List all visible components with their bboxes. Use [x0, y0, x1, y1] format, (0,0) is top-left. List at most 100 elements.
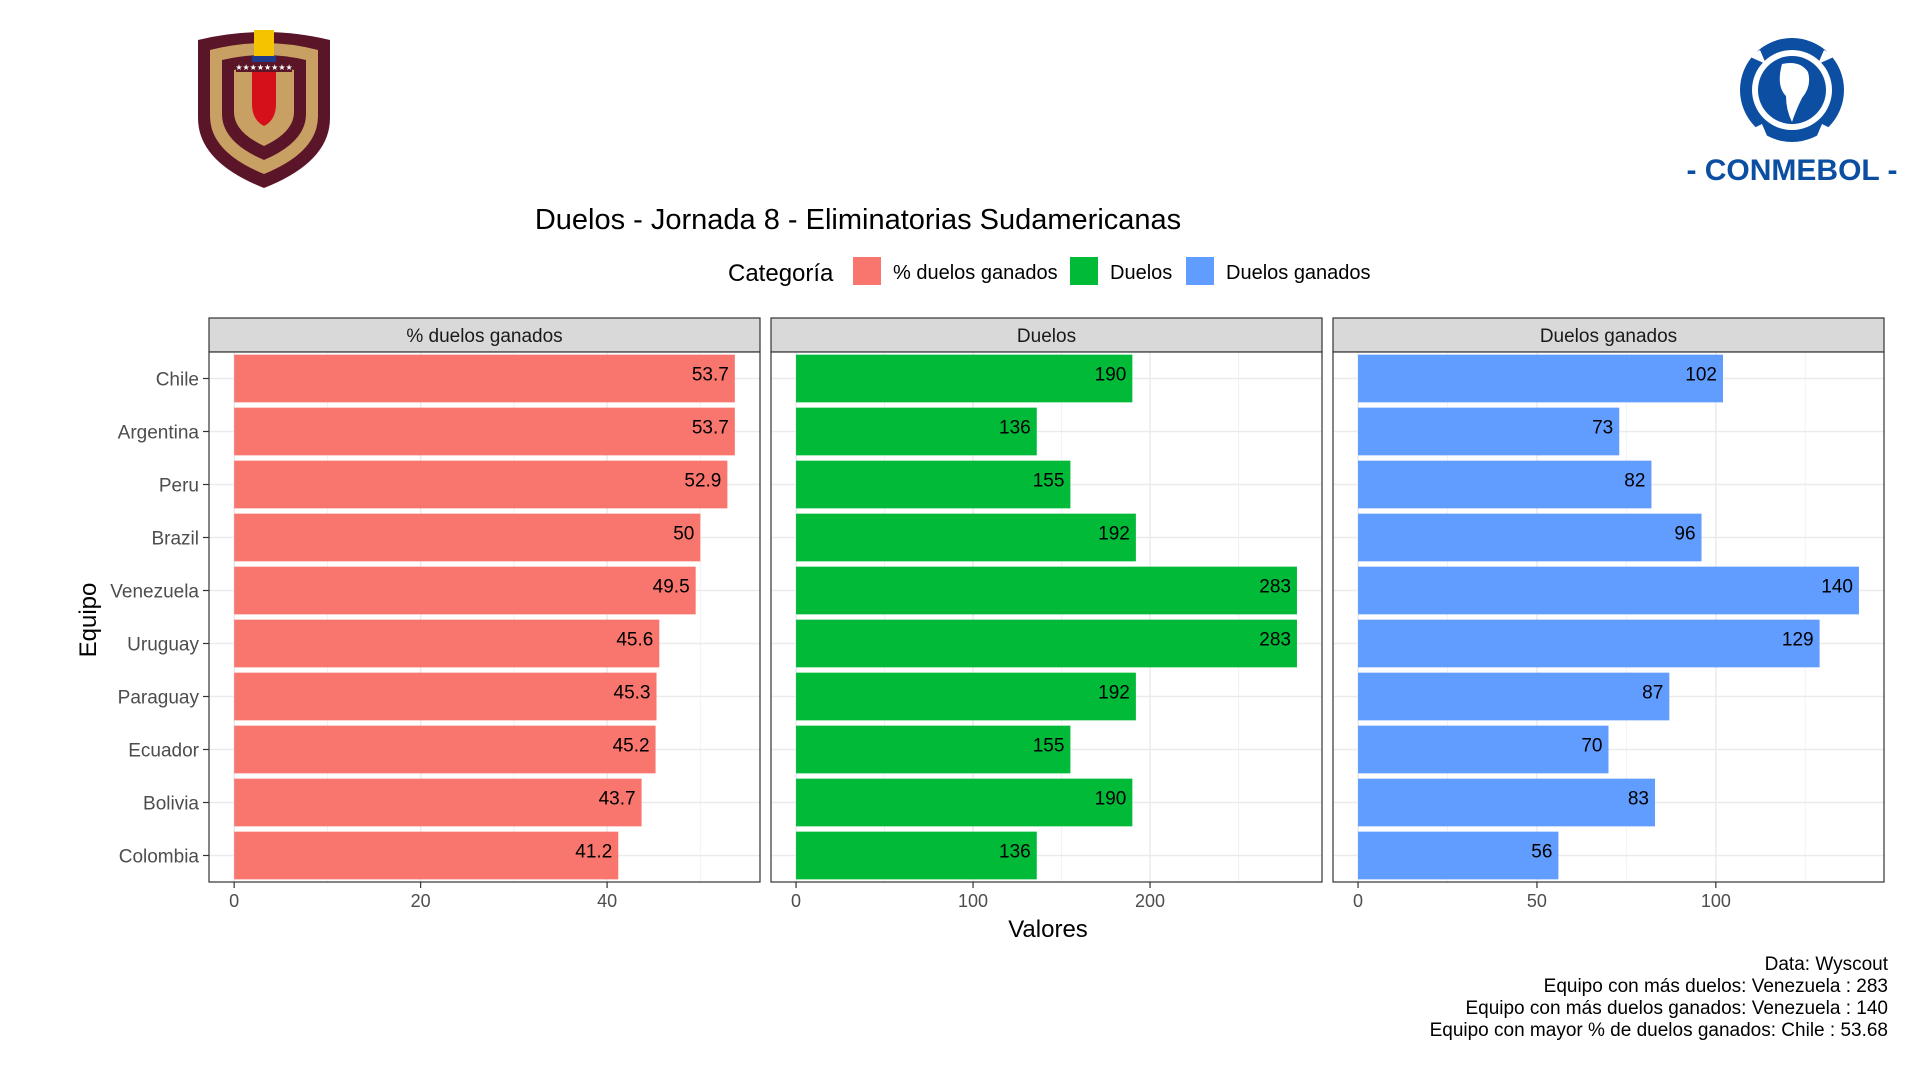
caption-line-2: Equipo con más duelos: Venezuela : 283: [1544, 976, 1888, 997]
bar-value-label: 283: [1259, 577, 1291, 598]
bar-paraguay: [234, 672, 657, 721]
venezuela-crest-logo: ★★★★★★★★: [198, 30, 330, 188]
y-tick-label: Uruguay: [127, 635, 199, 656]
bar-value-label: 87: [1642, 683, 1663, 704]
bar-value-label: 155: [1033, 736, 1065, 757]
bar-value-label: 41.2: [575, 842, 612, 863]
bar-value-label: 140: [1821, 577, 1853, 598]
y-tick-label: Bolivia: [143, 794, 199, 815]
bar-value-label: 102: [1685, 365, 1717, 386]
panel-3: Duelos ganados 102 73 82 96 140 129 87 70 83 56 0 50…: [1332, 317, 1885, 911]
bar-chile: [1358, 354, 1723, 403]
bar-value-label: 70: [1581, 736, 1602, 757]
bar-value-label: 52.9: [684, 471, 721, 492]
x-tick-label: 0: [1353, 891, 1363, 911]
facet-panels: % duelos ganados 53.7 53.7 52.9 50 49.5 45.6 45…: [110, 317, 1885, 911]
bar-value-label: 192: [1098, 683, 1130, 704]
x-tick-label: 50: [1527, 891, 1547, 911]
x-tick-label: 40: [597, 891, 617, 911]
panel-border: [1332, 351, 1885, 883]
facet-strip-label: % duelos ganados: [406, 326, 562, 347]
bar-value-label: 45.3: [614, 683, 651, 704]
bar-value-label: 155: [1033, 471, 1065, 492]
bar-brazil: [796, 513, 1136, 562]
y-tick-label: Chile: [156, 370, 199, 391]
conmebol-wordmark: - CONMEBOL -: [1686, 154, 1897, 187]
bar-ecuador: [234, 725, 656, 774]
bar-bolivia: [796, 778, 1133, 827]
x-tick-label: 200: [1135, 891, 1165, 911]
bar-brazil: [234, 513, 701, 562]
bar-value-label: 190: [1095, 789, 1127, 810]
caption-line-3: Equipo con más duelos ganados: Venezuela…: [1465, 998, 1888, 1019]
y-tick-label: Brazil: [151, 529, 199, 550]
legend-label-duelos: Duelos: [1110, 262, 1172, 284]
y-tick-label: Argentina: [118, 423, 200, 444]
y-tick-label: Venezuela: [110, 582, 199, 603]
y-tick-label: Paraguay: [118, 688, 200, 709]
bar-peru: [1358, 460, 1652, 509]
bar-venezuela: [796, 566, 1297, 615]
y-tick-label: Ecuador: [128, 741, 199, 762]
bar-colombia: [234, 831, 619, 880]
bar-value-label: 56: [1531, 842, 1552, 863]
legend-label-ganados: Duelos ganados: [1226, 262, 1371, 284]
x-tick-label: 100: [958, 891, 988, 911]
x-tick-label: 0: [229, 891, 239, 911]
y-axis-title: Equipo: [75, 583, 102, 658]
bar-value-label: 136: [999, 418, 1031, 439]
bar-peru: [234, 460, 728, 509]
bar-value-label: 73: [1592, 418, 1613, 439]
bar-value-label: 45.6: [616, 630, 653, 651]
bar-value-label: 82: [1624, 471, 1645, 492]
panel-border: [208, 351, 761, 883]
facet-strip: [770, 317, 1323, 353]
x-tick-label: 0: [791, 891, 801, 911]
panel-1: % duelos ganados 53.7 53.7 52.9 50 49.5 45.6 45…: [110, 317, 761, 911]
svg-text:★★★★★★★★: ★★★★★★★★: [235, 63, 292, 72]
bar-peru: [796, 460, 1071, 509]
bar-value-label: 50: [673, 524, 694, 545]
conmebol-logo: - CONMEBOL -: [1686, 38, 1898, 187]
bar-venezuela: [234, 566, 696, 615]
legend-title: Categoría: [728, 260, 834, 287]
bar-bolivia: [234, 778, 642, 827]
bar-brazil: [1358, 513, 1702, 562]
bar-value-label: 83: [1628, 789, 1649, 810]
bar-ecuador: [1358, 725, 1609, 774]
bar-paraguay: [796, 672, 1136, 721]
chart-title: Duelos - Jornada 8 - Eliminatorias Sudam…: [535, 204, 1181, 236]
caption-line-1: Data: Wyscout: [1765, 954, 1889, 975]
x-axis-title: Valores: [1008, 916, 1088, 943]
facet-strip: [1332, 317, 1885, 353]
bar-venezuela: [1358, 566, 1859, 615]
bar-value-label: 129: [1782, 630, 1814, 651]
bar-value-label: 45.2: [613, 736, 650, 757]
bar-uruguay: [1358, 619, 1820, 668]
bar-value-label: 192: [1098, 524, 1130, 545]
legend-swatch-pct: [853, 257, 881, 285]
bar-argentina: [234, 407, 735, 456]
y-tick-label: Colombia: [119, 847, 200, 868]
legend-label-pct: % duelos ganados: [893, 262, 1058, 284]
bar-chile: [234, 354, 735, 403]
bar-value-label: 49.5: [653, 577, 690, 598]
bar-colombia: [796, 831, 1037, 880]
x-tick-label: 20: [411, 891, 431, 911]
legend-swatch-ganados: [1186, 257, 1214, 285]
bar-paraguay: [1358, 672, 1670, 721]
y-tick-label: Peru: [159, 476, 199, 497]
bar-value-label: 136: [999, 842, 1031, 863]
facet-strip-label: Duelos: [1017, 326, 1076, 347]
bar-ecuador: [796, 725, 1071, 774]
caption: Data: Wyscout Equipo con más duelos: Ven…: [1430, 954, 1889, 1041]
bar-value-label: 53.7: [692, 418, 729, 439]
bar-argentina: [796, 407, 1037, 456]
panel-2: Duelos 190 136 155 192 283 283 192 155 190 136 0 100…: [770, 317, 1323, 911]
bar-value-label: 96: [1674, 524, 1695, 545]
bar-colombia: [1358, 831, 1559, 880]
panel-border: [770, 351, 1323, 883]
legend-swatch-duelos: [1070, 257, 1098, 285]
bar-uruguay: [234, 619, 660, 668]
bar-value-label: 190: [1095, 365, 1127, 386]
